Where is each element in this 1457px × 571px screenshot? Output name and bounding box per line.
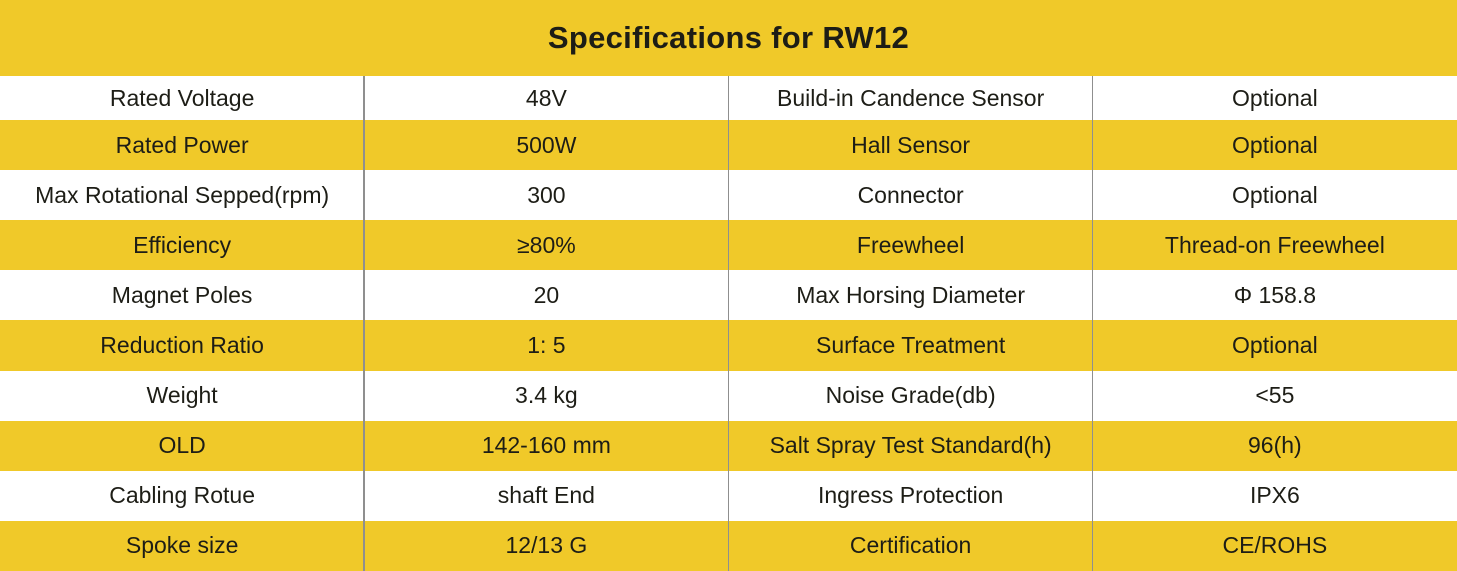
spec-value: 96(h) [1248,432,1302,459]
spec-value: 300 [527,181,566,208]
spec-label: Connector [857,181,964,208]
page-title: Specifications for RW12 [547,20,910,55]
spec-label: Reduction Ratio [100,331,264,358]
spec-value: 1: 5 [527,331,566,358]
spec-value: 12/13 G [505,532,588,559]
spec-label: Weight [146,382,218,409]
column-divider [1091,76,1094,571]
spec-label: Cabling Rotue [109,482,255,509]
spec-value: Φ 158.8 [1233,281,1317,308]
spec-label: Surface Treatment [816,331,1006,358]
spec-label: OLD [158,432,206,459]
spec-label: Build-in Candence Sensor [777,84,1045,111]
spec-value: IPX6 [1249,482,1300,509]
spec-label: Rated Voltage [109,84,255,111]
spec-label: Hall Sensor [851,131,971,158]
spec-value: Optional [1232,84,1318,111]
spec-label: Max Rotational Sepped(rpm) [35,181,330,208]
spec-value: <55 [1255,382,1295,409]
spec-label: Spoke size [125,532,239,559]
spec-value: 20 [533,281,560,308]
spec-value: Optional [1232,131,1318,158]
column-divider [363,76,365,571]
spec-value: 48V [525,84,567,111]
spec-label: Freewheel [856,231,965,258]
spec-label: Efficiency [133,231,232,258]
spec-label: Noise Grade(db) [825,382,996,409]
column-divider [727,76,729,571]
spec-value: shaft End [497,482,595,509]
spec-label: Salt Spray Test Standard(h) [769,432,1052,459]
spec-label: Max Horsing Diameter [796,281,1026,308]
spec-value: CE/ROHS [1222,532,1328,559]
spec-value: ≥80% [517,231,576,258]
spec-label: Magnet Poles [111,281,253,308]
spec-value: Optional [1232,331,1318,358]
spec-label: Ingress Protection [817,482,1004,509]
spec-value: Optional [1232,181,1318,208]
spec-label: Rated Power [115,131,249,158]
table-header: Specifications for RW12 [0,0,1457,76]
spec-value: Thread-on Freewheel [1164,231,1385,258]
spec-value: 142-160 mm [481,432,611,459]
spec-value: 500W [516,131,577,158]
spec-label: Certification [849,532,972,559]
spec-value: 3.4 kg [515,382,578,409]
